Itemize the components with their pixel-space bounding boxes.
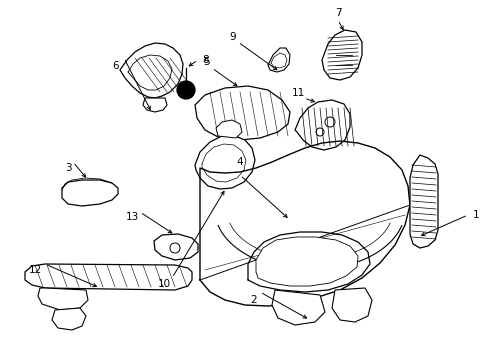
- Text: 1: 1: [473, 210, 479, 220]
- Polygon shape: [410, 155, 438, 248]
- Polygon shape: [120, 43, 183, 98]
- Polygon shape: [216, 120, 242, 138]
- Polygon shape: [272, 290, 325, 325]
- Text: 2: 2: [251, 295, 257, 305]
- Text: 12: 12: [28, 265, 42, 275]
- Polygon shape: [268, 48, 290, 72]
- Polygon shape: [332, 288, 372, 322]
- Polygon shape: [195, 86, 290, 140]
- Polygon shape: [143, 98, 167, 112]
- Polygon shape: [256, 237, 358, 286]
- Polygon shape: [154, 234, 198, 260]
- Text: 13: 13: [125, 212, 139, 222]
- Polygon shape: [195, 136, 255, 189]
- Text: 7: 7: [335, 8, 342, 18]
- Polygon shape: [62, 180, 118, 206]
- Text: 4: 4: [237, 157, 244, 167]
- Polygon shape: [295, 100, 350, 150]
- Text: 3: 3: [65, 163, 72, 173]
- Circle shape: [177, 81, 195, 99]
- Polygon shape: [25, 264, 192, 290]
- Text: 5: 5: [203, 57, 209, 67]
- Text: 6: 6: [113, 61, 119, 71]
- Polygon shape: [52, 308, 86, 330]
- Circle shape: [182, 86, 190, 94]
- Polygon shape: [38, 288, 88, 310]
- Text: 11: 11: [292, 88, 305, 98]
- Text: 8: 8: [203, 55, 209, 65]
- Text: 9: 9: [230, 32, 236, 42]
- Polygon shape: [322, 30, 362, 80]
- Text: 10: 10: [157, 279, 171, 289]
